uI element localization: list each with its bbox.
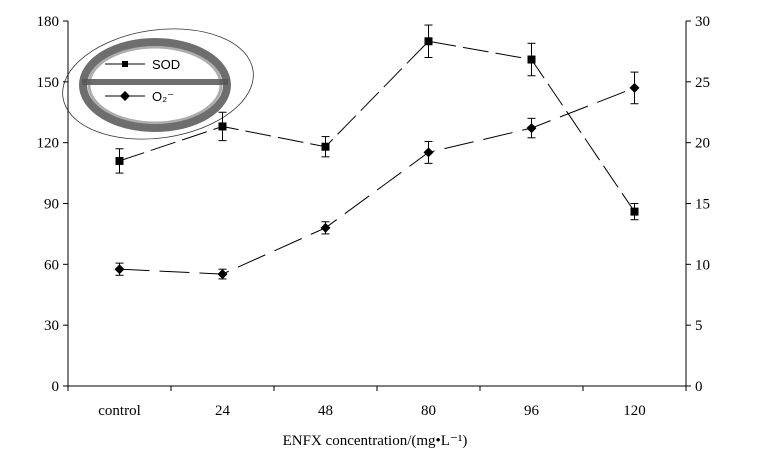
legend-item-o2: O₂⁻ — [105, 89, 174, 104]
legend-o2-label: O₂⁻ — [152, 89, 174, 104]
data-point-square — [630, 207, 639, 216]
data-point-square — [115, 156, 124, 165]
right-y-tick-label: 15 — [695, 197, 710, 213]
series-layer — [114, 24, 640, 280]
right-y-tick-label: 0 — [695, 379, 703, 395]
x-tick-label: 96 — [524, 403, 540, 419]
legend-o2-marker — [120, 91, 130, 101]
x-tick-label: 80 — [421, 403, 436, 419]
right-y-tick-label: 5 — [695, 318, 703, 334]
right-y-tick-label: 20 — [695, 136, 710, 152]
left-y-tick-label: 0 — [52, 379, 60, 395]
legend-sod-label: SOD — [152, 57, 180, 72]
legend: SOD O₂⁻ — [105, 57, 180, 104]
data-point-diamond — [217, 269, 228, 280]
left-y-tick-label: 60 — [44, 257, 59, 273]
x-tick-label: 120 — [623, 403, 646, 419]
left-y-tick-label: 90 — [44, 197, 59, 213]
right-y-tick-label: 25 — [695, 75, 710, 91]
x-tick-label: 48 — [318, 403, 333, 419]
legend-scribble — [62, 28, 254, 140]
left-y-tick-label: 120 — [37, 136, 60, 152]
legend-sod-marker — [122, 61, 128, 67]
right-y-tick-label: 30 — [695, 14, 710, 30]
left-y-tick-label: 150 — [37, 75, 60, 91]
x-axis-title: ENFX concentration/(mg•L⁻¹) — [283, 433, 468, 449]
data-point-square — [527, 55, 536, 64]
data-point-square — [321, 142, 330, 151]
series-o2 — [114, 71, 640, 280]
axes: 0 30 60 90 120 150 180 0 5 10 15 20 25 30 control 24 48 8… — [37, 14, 711, 419]
data-point-diamond — [114, 264, 125, 275]
series-sod — [115, 24, 639, 221]
left-y-tick-label: 30 — [44, 318, 59, 334]
data-point-diamond — [629, 82, 640, 93]
legend-item-sod: SOD — [105, 57, 180, 72]
series-line — [119, 40, 635, 212]
x-tick-label: 24 — [215, 403, 231, 419]
x-tick-label: control — [98, 403, 141, 419]
data-point-diamond — [526, 123, 537, 134]
data-point-diamond — [320, 222, 331, 233]
right-y-tick-label: 10 — [695, 257, 710, 273]
data-point-diamond — [423, 147, 434, 158]
data-point-square — [424, 37, 433, 46]
data-point-square — [218, 122, 227, 131]
left-y-tick-label: 180 — [37, 14, 60, 30]
series-line — [119, 87, 635, 275]
